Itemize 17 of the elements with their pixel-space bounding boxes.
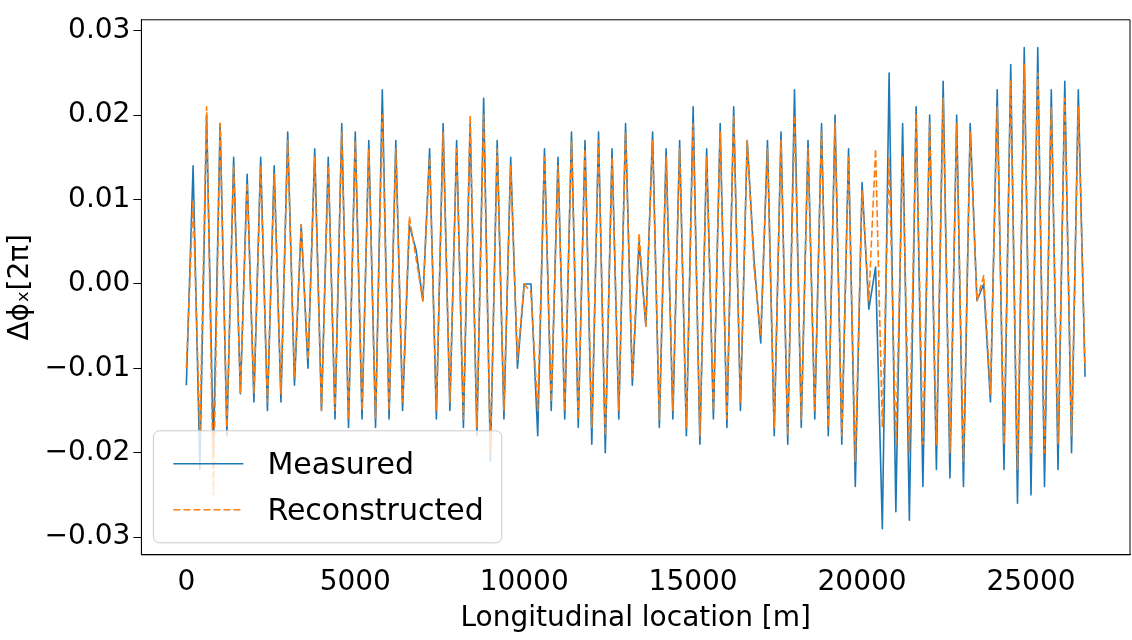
x-tick-label: 5000 <box>319 563 391 597</box>
x-tick-label: 25000 <box>986 563 1076 597</box>
y-tick-label: −0.01 <box>44 349 131 383</box>
x-tick-label: 0 <box>177 563 196 597</box>
legend-label: Measured <box>267 445 414 481</box>
y-tick-label: −0.02 <box>44 433 131 467</box>
legend-label: Reconstructed <box>267 491 484 527</box>
y-tick-label: −0.03 <box>44 518 131 552</box>
y-tick-label: 0.03 <box>68 12 131 46</box>
y-tick-label: 0.02 <box>68 96 131 130</box>
x-axis-title: Longitudinal location [m] <box>460 600 811 634</box>
y-tick-label: 0.01 <box>68 180 131 214</box>
y-axis-title: Δϕₓ[2π] <box>2 234 36 341</box>
y-tick-label: 0.00 <box>68 265 131 299</box>
x-tick-label: 15000 <box>648 563 738 597</box>
x-tick-label: 10000 <box>479 563 569 597</box>
x-tick-label: 20000 <box>817 563 907 597</box>
